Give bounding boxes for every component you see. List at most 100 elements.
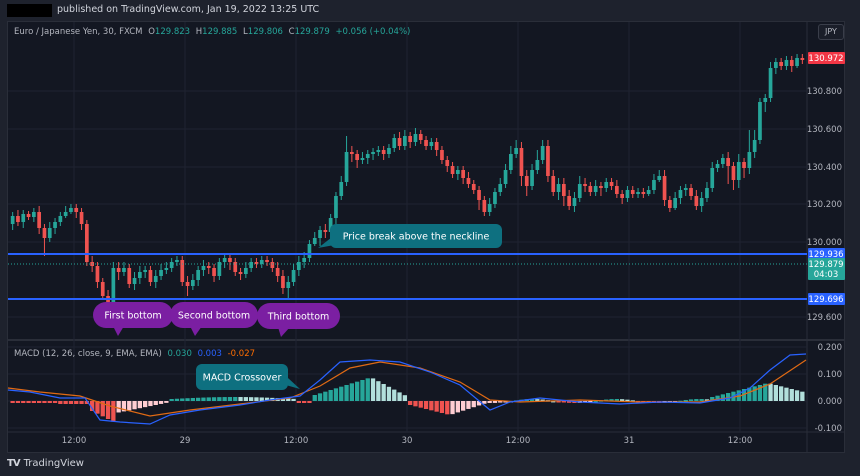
candle-body — [662, 176, 667, 200]
macd-histogram-bar — [148, 401, 153, 407]
annotation-second-bottom[interactable]: Second bottom — [170, 302, 258, 336]
macd-histogram-bar — [413, 401, 418, 407]
macd-histogram-bar — [211, 397, 217, 401]
candle-body — [95, 266, 100, 282]
candle-body — [588, 186, 593, 192]
candle-body — [111, 268, 116, 304]
macd-histogram-bar — [529, 399, 535, 401]
macd-histogram-bar — [63, 401, 68, 404]
macd-histogram-bar — [344, 385, 349, 401]
macd-signal-value: -0.027 — [227, 349, 256, 359]
macd-histogram-bar — [169, 399, 174, 401]
candle-body — [302, 258, 307, 262]
macd-histogram-bar — [540, 399, 545, 402]
candle-body — [137, 272, 142, 278]
price-tick: 130.600 — [807, 125, 842, 135]
macd-histogram-bar — [694, 399, 699, 401]
candle-body — [26, 214, 31, 217]
candle-body — [694, 196, 699, 206]
annotation-third-bottom[interactable]: Third bottom — [257, 303, 340, 337]
tradingview-logo: TV TradingView — [7, 458, 84, 469]
macd-histogram-bar — [127, 401, 132, 411]
low-value: 129.806 — [247, 27, 283, 37]
annotation-price-break[interactable]: Price break above the neckline — [318, 224, 502, 248]
candle-body — [31, 212, 36, 217]
macd-histogram-bar — [784, 387, 789, 401]
candle-body — [233, 262, 238, 272]
macd-histogram-bar — [439, 401, 445, 413]
macd-tick: -0.100 — [815, 424, 842, 434]
macd-histogram-bar — [317, 393, 323, 401]
macd-label: MACD (12, 26, close, 9, EMA, EMA) — [14, 349, 162, 359]
macd-histogram-bar — [111, 401, 116, 422]
macd-histogram-bar — [137, 401, 142, 409]
candle-body — [508, 154, 513, 170]
symbol-name: Euro / Japanese Yen, 30, FXCM — [14, 27, 143, 37]
candle-body — [758, 102, 762, 140]
candle-body — [731, 166, 736, 180]
macd-histogram-bar — [185, 398, 190, 401]
candle-body — [79, 212, 84, 224]
macd-histogram-bar — [201, 397, 206, 401]
candle-body — [196, 270, 201, 280]
candle-body — [763, 98, 768, 102]
macd-histogram-bar — [153, 401, 158, 405]
candle-body — [307, 244, 312, 258]
candle-body — [705, 188, 709, 198]
macd-histogram-bar — [487, 401, 492, 403]
macd-histogram-bar — [408, 401, 413, 405]
candle-body — [190, 280, 195, 286]
macd-histogram-bar — [365, 378, 370, 401]
candle-body — [503, 170, 508, 184]
macd-histogram-bar — [349, 383, 354, 401]
neckline-price-tag-text: 129.936 — [808, 250, 843, 260]
macd-histogram-bar — [455, 401, 460, 413]
macd-histogram-bar — [37, 401, 42, 403]
annotation-first-bottom[interactable]: First bottom — [93, 302, 173, 336]
candle-body — [657, 176, 662, 180]
candle-body — [599, 186, 603, 188]
candle-body — [455, 170, 460, 174]
macd-histogram-bar — [392, 389, 397, 401]
macd-histogram-bar — [180, 398, 185, 401]
currency-button[interactable]: JPY — [818, 24, 844, 40]
macd-histogram-bar — [402, 395, 407, 401]
candle-body — [572, 198, 577, 206]
time-tick: 12:00 — [62, 436, 87, 446]
candle-body — [678, 190, 683, 198]
macd-histogram-bar — [423, 401, 429, 409]
symbol-legend: Euro / Japanese Yen, 30, FXCM O129.823 H… — [14, 27, 411, 37]
annotation-price-break-text: Price break above the neckline — [343, 232, 490, 243]
annotation-macd-crossover[interactable]: MACD Crossover — [196, 364, 300, 390]
macd-histogram-bar — [280, 398, 286, 401]
close-value: 129.879 — [294, 27, 330, 37]
candle-body — [116, 268, 121, 272]
macd-histogram-bar — [68, 401, 74, 404]
macd-histogram-bar — [302, 401, 307, 403]
candle-body — [747, 152, 752, 168]
macd-histogram-bar — [715, 395, 720, 401]
candle-body — [779, 62, 784, 66]
macd-histogram-bar — [418, 401, 423, 408]
macd-histogram-bar — [461, 401, 466, 411]
price-tick: 129.600 — [807, 313, 842, 323]
macd-histogram-bar — [551, 400, 556, 403]
candle-body — [408, 136, 413, 142]
macd-histogram-bar — [222, 397, 227, 401]
candle-body — [371, 152, 375, 154]
candle-body — [614, 186, 619, 194]
macd-histogram-bar — [74, 401, 79, 404]
macd-histogram-bar — [757, 385, 763, 401]
candle-body — [604, 182, 609, 188]
candle-body — [450, 166, 455, 174]
candle-body — [646, 190, 651, 194]
candle-body — [100, 282, 105, 296]
candle-body — [551, 176, 556, 192]
macd-histogram-bar — [233, 397, 238, 401]
candle-body — [143, 270, 148, 272]
price-tick: 130.200 — [807, 200, 842, 210]
macd-histogram-bar — [328, 390, 333, 401]
candle-body — [556, 184, 561, 192]
macd-histogram-bar — [132, 401, 137, 410]
